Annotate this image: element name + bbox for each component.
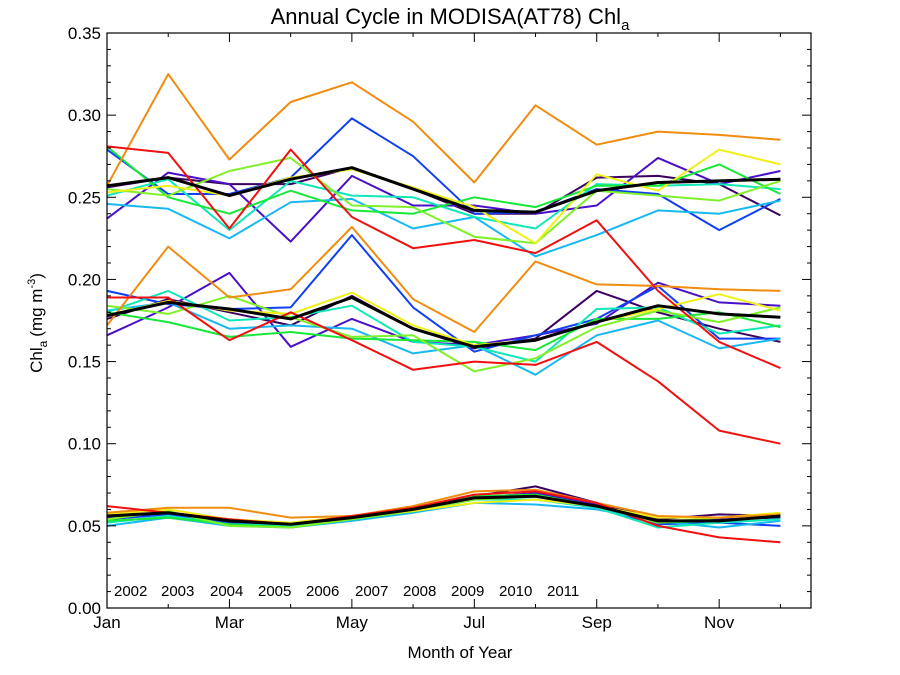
series-line-2006-upper	[106, 178, 781, 232]
y-axis-label: Chla (mg m-3)	[26, 273, 50, 373]
y-tick-label: 0.25	[68, 188, 101, 207]
x-tick-label: Jul	[463, 613, 485, 632]
legend-item-2006: 2006	[306, 583, 339, 600]
series-line-2011-upper	[106, 145, 781, 370]
series-line-2008-upper	[106, 156, 781, 245]
plot-frame	[106, 32, 812, 609]
series-line-2010-lower	[106, 488, 781, 519]
y-axis-label-unit-superscript: -3	[26, 279, 38, 289]
x-tick-label: May	[336, 613, 369, 632]
y-axis-label-unit: (mg m	[27, 289, 46, 337]
legend-item-2009: 2009	[451, 583, 484, 600]
climatology-line-middle	[106, 296, 781, 349]
y-axis-label-text: Chl	[27, 347, 46, 373]
y-tick-label: 0.05	[68, 517, 101, 536]
x-tick-label: Jan	[93, 613, 120, 632]
series-line-2011-middle	[107, 296, 781, 445]
axes: 0.00 0.05 0.10 0.15 0.20 0.25 0.30 0.35 Jan Mar Ma…	[68, 24, 812, 632]
plot-lines	[106, 73, 781, 544]
climatology-line-lower	[106, 494, 781, 526]
y-tick-label: 0.10	[68, 435, 101, 454]
legend: 2002 2003 2004 2005 2006 2007 2008 2009 2010 2011	[114, 583, 579, 600]
chart-title-subscript: a	[621, 17, 630, 34]
x-tick-label: Nov	[704, 613, 735, 632]
legend-item-2004: 2004	[210, 583, 243, 600]
x-axis-label: Month of Year	[408, 643, 513, 662]
y-tick-label: 0.00	[68, 599, 101, 618]
legend-item-2008: 2008	[403, 583, 436, 600]
y-tick-label: 0.35	[68, 24, 101, 43]
climatology-line-upper	[106, 166, 781, 214]
legend-item-2007: 2007	[355, 583, 388, 600]
series-line-2005-middle	[106, 301, 781, 376]
chart-title: Annual Cycle in MODISA(AT78) Chla	[271, 4, 631, 34]
x-tick-label: Mar	[215, 613, 245, 632]
series-line-2010-upper	[106, 73, 781, 187]
y-axis-label-subscript: a	[36, 340, 50, 347]
legend-item-2005: 2005	[258, 583, 291, 600]
series-line-2008-middle	[106, 294, 781, 373]
y-tick-label: 0.15	[68, 353, 101, 372]
y-tick-label: 0.20	[68, 270, 101, 289]
series-line-2010-middle	[106, 225, 781, 333]
y-tick-label: 0.30	[68, 106, 101, 125]
legend-item-2003: 2003	[161, 583, 194, 600]
y-axis-label-unit-close: )	[27, 273, 46, 279]
series-line-2007-middle	[106, 311, 781, 352]
legend-item-2002: 2002	[114, 583, 147, 600]
legend-item-2010: 2010	[499, 583, 532, 600]
x-tick-label: Sep	[582, 613, 612, 632]
legend-item-2011: 2011	[547, 583, 579, 600]
chart-title-text: Annual Cycle in MODISA(AT78) Chl	[271, 4, 622, 29]
